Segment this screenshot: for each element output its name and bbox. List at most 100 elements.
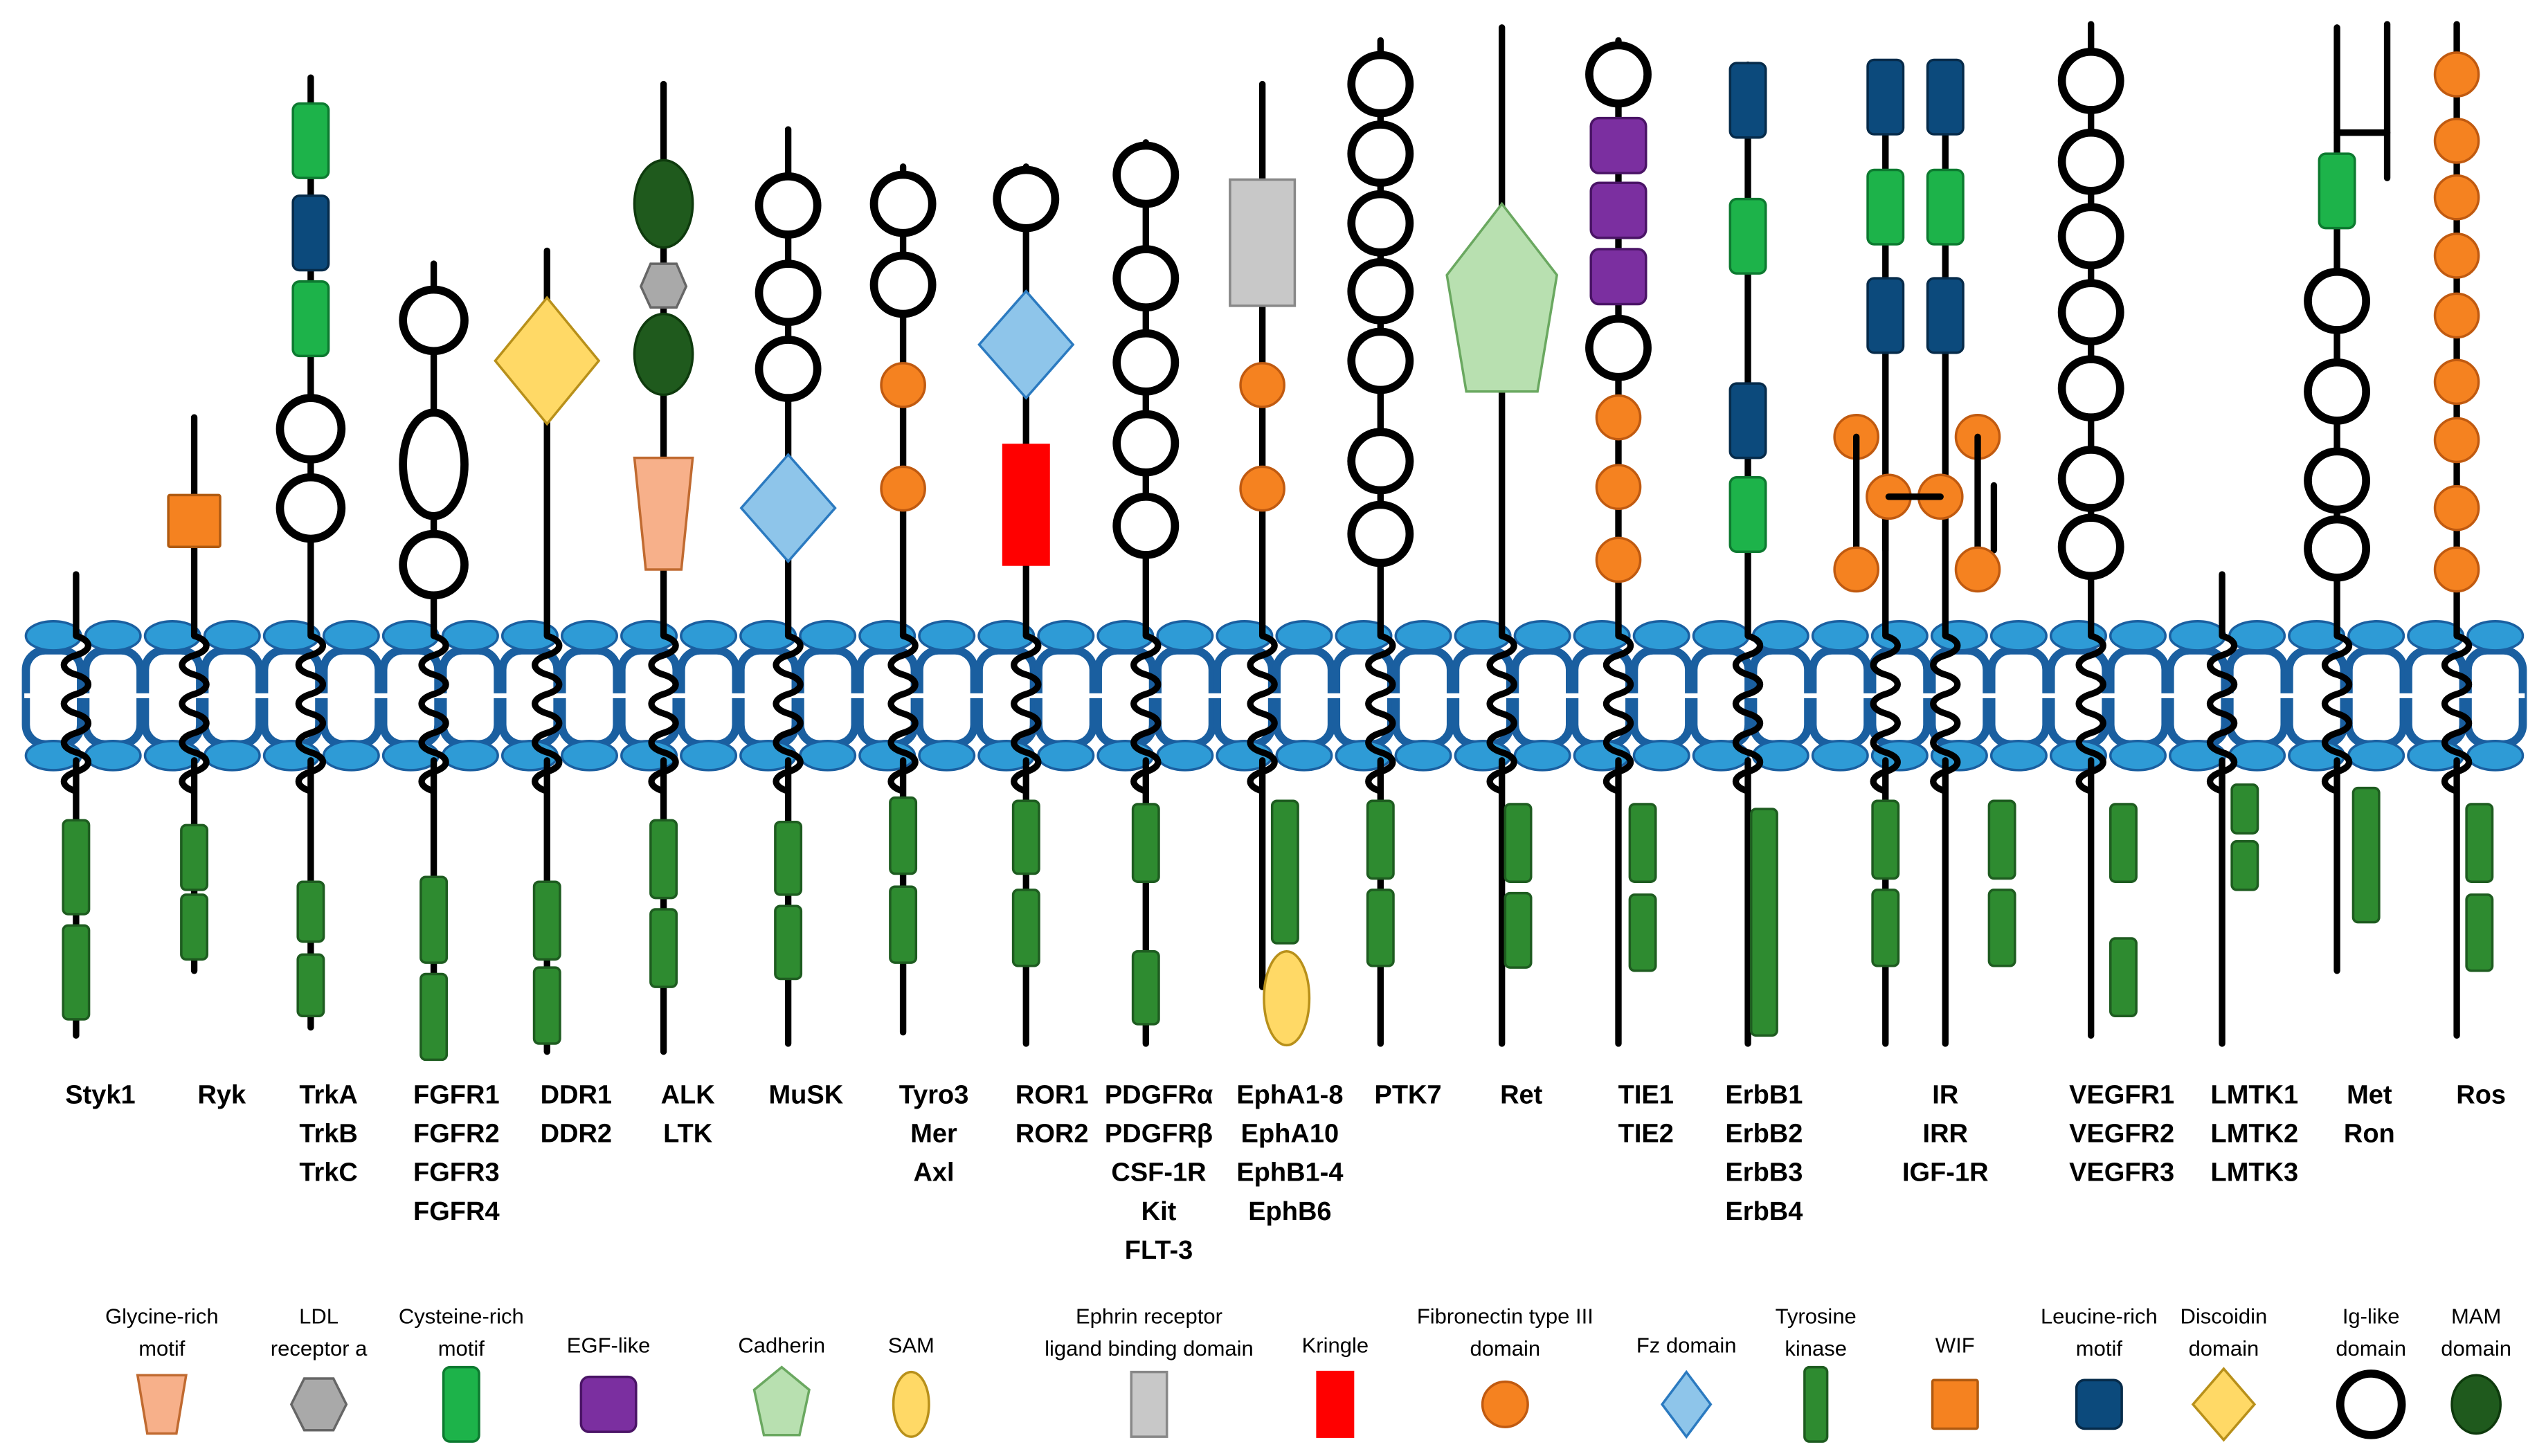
receptor-name: FLT-3 bbox=[1125, 1236, 1193, 1265]
receptor-name: FGFR4 bbox=[413, 1197, 500, 1226]
lipid-head-outer bbox=[2228, 620, 2286, 652]
cysteine-rich-motif bbox=[291, 102, 330, 179]
tyrosine-kinase-domain bbox=[1504, 803, 1533, 883]
mam-domain bbox=[633, 158, 694, 249]
leucine-rich-icon bbox=[2075, 1378, 2123, 1430]
leucine-rich-motif bbox=[1926, 58, 1965, 136]
lipid-head-outer bbox=[2466, 620, 2525, 652]
legend-label: domain bbox=[2336, 1336, 2406, 1361]
transmembrane-helix bbox=[648, 633, 679, 794]
lipid-head-outer bbox=[441, 620, 499, 652]
receptor-name: CSF-1R bbox=[1111, 1158, 1206, 1187]
receptor-name: IR bbox=[1932, 1081, 1958, 1110]
receptor-name: ALK bbox=[661, 1081, 716, 1110]
transmembrane-helix bbox=[2441, 633, 2473, 794]
transmembrane-helix bbox=[773, 633, 804, 794]
lipid-head-outer bbox=[2109, 620, 2167, 652]
lipid-head-outer bbox=[381, 620, 440, 652]
label-ptk7: PTK7 bbox=[1374, 1081, 1441, 1110]
tyrosine-kinase-domain bbox=[649, 908, 678, 988]
egf-like-domain bbox=[1589, 116, 1647, 174]
legend-wif: WIF bbox=[1931, 1334, 1979, 1430]
discoidin-icon bbox=[2191, 1367, 2257, 1442]
receptor-name: ErbB1 bbox=[1725, 1081, 1803, 1110]
ig-like-domain bbox=[1347, 428, 1414, 495]
ig-like-domain bbox=[2057, 355, 2124, 422]
lipid-head-inner bbox=[1811, 740, 1869, 772]
lipid-head-inner bbox=[24, 740, 82, 772]
lipid-head-outer bbox=[322, 620, 380, 652]
lipid-head-outer bbox=[2347, 620, 2405, 652]
fz-domain bbox=[739, 453, 837, 563]
legend-label: Discoidin bbox=[2181, 1304, 2268, 1328]
fibronectin-domain bbox=[2433, 51, 2480, 98]
lipid-head-inner bbox=[1394, 740, 1452, 772]
ldl-receptor-a bbox=[639, 262, 688, 309]
receptor-alk bbox=[633, 80, 694, 1055]
ig-like-domain bbox=[276, 394, 346, 464]
label-met: Met Ron bbox=[2344, 1081, 2395, 1149]
label-vegfr: VEGFR1 VEGFR2 VEGFR3 bbox=[2069, 1081, 2174, 1187]
tyrosine-kinase-domain bbox=[1011, 889, 1040, 967]
fz-icon bbox=[1660, 1369, 1713, 1439]
tyrosine-kinase-domain bbox=[532, 966, 561, 1045]
ig-like-domain bbox=[755, 172, 822, 239]
leucine-rich-motif bbox=[291, 194, 330, 272]
receptor-name: Ros bbox=[2456, 1081, 2506, 1110]
label-fgfr: FGFR1 FGFR2 FGFR3 FGFR4 bbox=[413, 1081, 500, 1226]
label-ddr: DDR1 DDR2 bbox=[541, 1081, 612, 1149]
transmembrane-helix bbox=[1602, 633, 1634, 794]
tyrosine-kinase-icon bbox=[1803, 1365, 1829, 1443]
ig-like-domain bbox=[993, 165, 1060, 233]
receptor-vegfr bbox=[2057, 21, 2138, 1039]
tyrosine-kinase-domain bbox=[649, 819, 678, 900]
lipid-head-inner bbox=[918, 740, 976, 772]
receptor-name: Kit bbox=[1141, 1197, 1177, 1226]
mam-domain bbox=[633, 312, 694, 397]
tyrosine-kinase-domain bbox=[296, 880, 325, 943]
ig-like-domain bbox=[1112, 492, 1180, 559]
legend-label: Fz domain bbox=[1636, 1334, 1737, 1358]
fibronectin-domain bbox=[1954, 546, 2001, 593]
receptor-name: LTK bbox=[663, 1120, 713, 1149]
lipid-head-outer bbox=[1156, 620, 1214, 652]
legend-label: Leucine-rich bbox=[2041, 1304, 2158, 1328]
ig-like-domain bbox=[2304, 267, 2371, 334]
tyrosine-kinase-domain bbox=[2351, 786, 2381, 924]
lipid-head-inner bbox=[1156, 740, 1214, 772]
receptor-name: TrkB bbox=[299, 1120, 357, 1149]
receptor-name: ErbB2 bbox=[1725, 1120, 1803, 1149]
receptor-name: PDGFRα bbox=[1105, 1081, 1213, 1110]
transmembrane-helix bbox=[1011, 633, 1042, 794]
legend-fz: Fz domain bbox=[1636, 1334, 1737, 1439]
receptor-name: Ron bbox=[2344, 1120, 2395, 1149]
tyrosine-kinase-domain bbox=[1871, 889, 1900, 967]
receptor-name: EphA10 bbox=[1241, 1120, 1339, 1149]
ldl-receptor-icon bbox=[289, 1377, 348, 1432]
legend-label: domain bbox=[2189, 1336, 2259, 1361]
lipid-head-outer bbox=[799, 620, 857, 652]
legend-label: motif bbox=[138, 1336, 186, 1361]
ig-like-domain bbox=[1112, 329, 1180, 396]
receptor-name: LMTK2 bbox=[2211, 1120, 2299, 1149]
transmembrane-helix bbox=[418, 633, 449, 794]
transmembrane-helix bbox=[1733, 633, 1764, 794]
legend-label: Cysteine-rich bbox=[399, 1304, 524, 1328]
tyrosine-kinase-domain bbox=[2230, 840, 2259, 891]
receptor-name: IGF-1R bbox=[1902, 1158, 1989, 1187]
fibronectin-domain bbox=[880, 362, 926, 408]
receptor-name: EphB6 bbox=[1248, 1197, 1331, 1226]
lipid-head-outer bbox=[1513, 620, 1571, 652]
legend-label: Cadherin bbox=[738, 1334, 825, 1358]
legend-label: SAM bbox=[888, 1334, 935, 1358]
kringle-domain bbox=[1002, 444, 1050, 566]
receptor-name: Ret bbox=[1500, 1081, 1543, 1110]
receptor-name: VEGFR3 bbox=[2069, 1158, 2174, 1187]
receptor-name: DDR2 bbox=[541, 1120, 612, 1149]
receptor-name: LMTK1 bbox=[2211, 1081, 2299, 1110]
legend-label: Ig-like bbox=[2342, 1304, 2400, 1328]
transmembrane-helix bbox=[2322, 633, 2353, 794]
lipid-head-inner bbox=[1275, 740, 1333, 772]
label-ryk: Ryk bbox=[197, 1081, 246, 1110]
